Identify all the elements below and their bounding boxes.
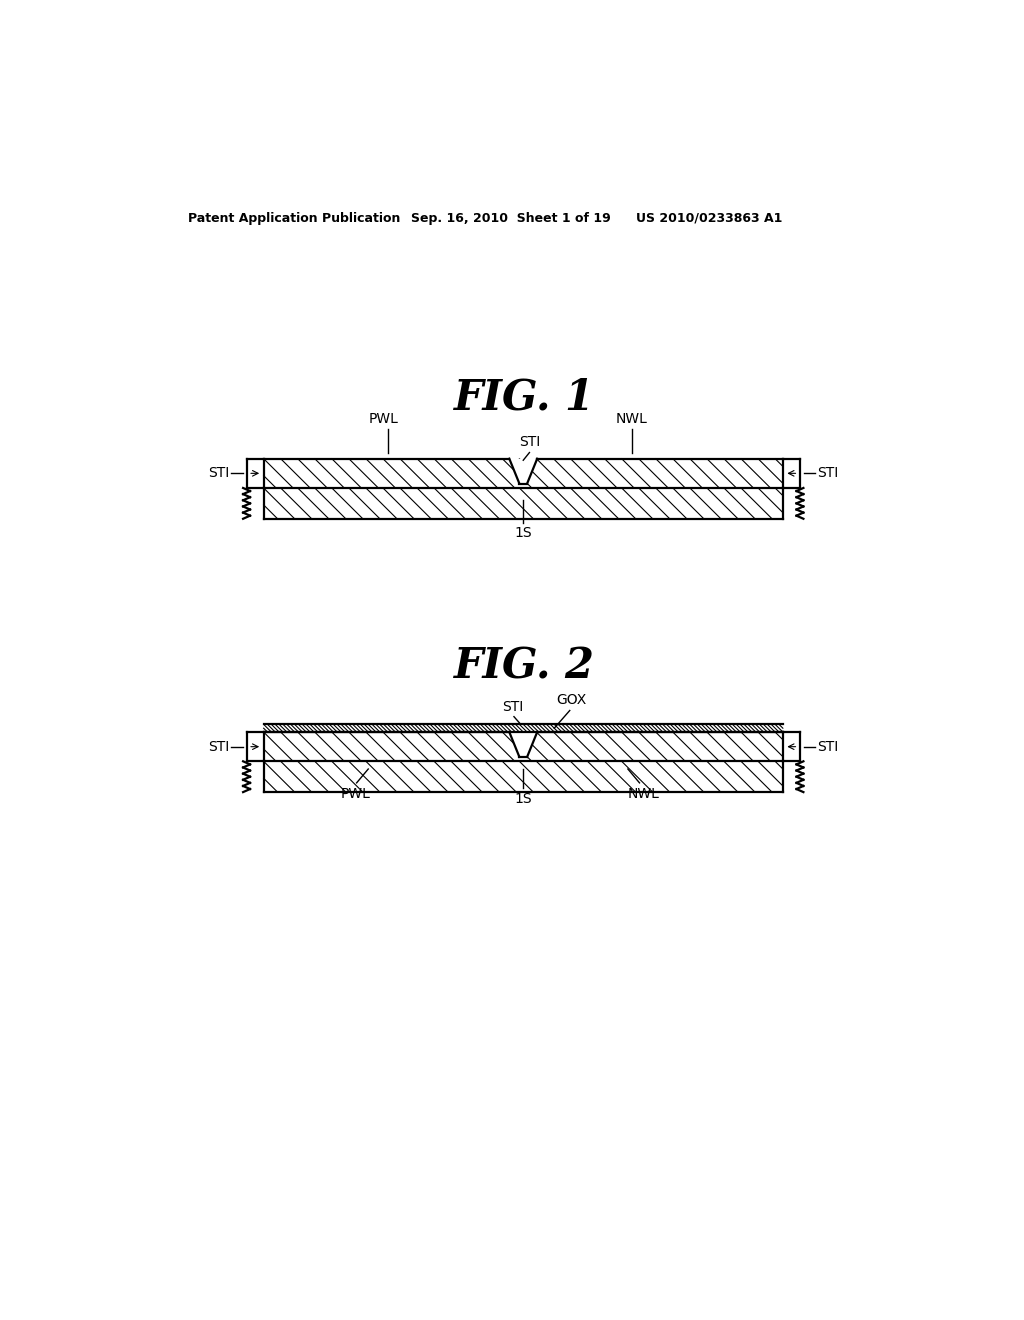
Polygon shape: [263, 459, 783, 488]
Text: NWL: NWL: [615, 412, 648, 426]
Text: STI: STI: [519, 436, 540, 449]
Text: STI: STI: [817, 466, 839, 480]
Text: NWL: NWL: [628, 788, 659, 801]
Polygon shape: [509, 459, 538, 483]
Text: GOX: GOX: [556, 693, 587, 708]
Text: 1S: 1S: [514, 527, 532, 540]
Text: STI: STI: [208, 466, 229, 480]
Text: US 2010/0233863 A1: US 2010/0233863 A1: [636, 213, 782, 224]
Polygon shape: [263, 725, 783, 733]
Polygon shape: [263, 762, 783, 792]
Text: STI: STI: [502, 700, 523, 714]
Text: 1S: 1S: [514, 792, 532, 807]
Text: STI: STI: [817, 739, 839, 754]
Text: PWL: PWL: [340, 788, 370, 801]
Polygon shape: [509, 733, 538, 756]
Polygon shape: [263, 733, 783, 762]
Polygon shape: [263, 488, 783, 519]
Text: Patent Application Publication: Patent Application Publication: [188, 213, 400, 224]
Text: Sep. 16, 2010  Sheet 1 of 19: Sep. 16, 2010 Sheet 1 of 19: [411, 213, 610, 224]
Text: FIG. 1: FIG. 1: [455, 376, 595, 418]
Text: FIG. 2: FIG. 2: [455, 645, 595, 688]
Text: PWL: PWL: [369, 412, 398, 426]
Text: STI: STI: [208, 739, 229, 754]
